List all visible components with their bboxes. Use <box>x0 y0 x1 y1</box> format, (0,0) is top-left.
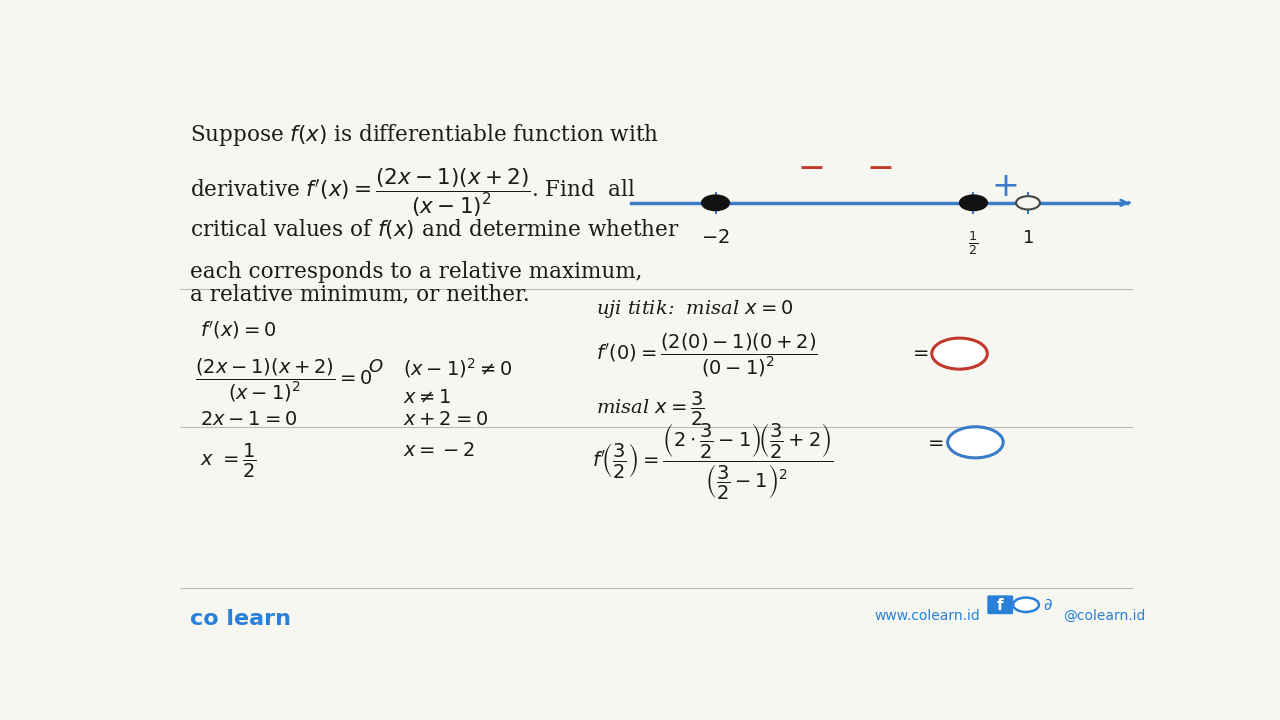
Text: co learn: co learn <box>189 608 291 629</box>
Text: $-$: $-$ <box>867 150 892 184</box>
Text: $O$: $O$ <box>369 358 384 376</box>
Circle shape <box>1016 196 1039 210</box>
Text: $\partial$: $\partial$ <box>1043 595 1052 613</box>
Text: $+$: $+$ <box>991 170 1018 203</box>
Text: $\circ$: $\circ$ <box>1023 600 1029 610</box>
Text: misal $x = \dfrac{3}{2}$: misal $x = \dfrac{3}{2}$ <box>596 390 705 428</box>
Circle shape <box>960 195 987 210</box>
Text: uji titik:  misal $x = 0$: uji titik: misal $x = 0$ <box>596 298 794 320</box>
Text: $-2$: $-2$ <box>701 230 730 248</box>
Text: $x \ = \dfrac{1}{2}$: $x \ = \dfrac{1}{2}$ <box>200 442 256 480</box>
Text: $=$: $=$ <box>909 343 929 361</box>
Text: each corresponds to a relative maximum,: each corresponds to a relative maximum, <box>189 261 643 283</box>
Text: a relative minimum, or neither.: a relative minimum, or neither. <box>189 283 530 305</box>
Text: $\dfrac{(2x-1)(x+2)}{(x-1)^2} = 0$: $\dfrac{(2x-1)(x+2)}{(x-1)^2} = 0$ <box>195 356 372 404</box>
Circle shape <box>932 338 987 369</box>
Text: $+$: $+$ <box>966 432 984 452</box>
FancyBboxPatch shape <box>987 595 1014 614</box>
Text: $(x-1)^2 \neq 0$: $(x-1)^2 \neq 0$ <box>403 356 512 380</box>
Text: $1$: $1$ <box>1023 230 1034 248</box>
Circle shape <box>947 427 1004 458</box>
Text: $x \neq 1$: $x \neq 1$ <box>403 389 452 407</box>
Text: @colearn.id: @colearn.id <box>1062 608 1146 623</box>
Text: $-$: $-$ <box>951 343 969 364</box>
Circle shape <box>701 195 730 210</box>
Text: derivative $f'(x) = \dfrac{(2x-1)(x+2)}{(x-1)^2}$. Find  all: derivative $f'(x) = \dfrac{(2x-1)(x+2)}{… <box>189 167 636 219</box>
Circle shape <box>1014 598 1039 612</box>
Text: $x = -2$: $x = -2$ <box>403 442 475 460</box>
Text: $f'(x) = 0$: $f'(x) = 0$ <box>200 319 276 341</box>
Text: $\mathbf{f}$: $\mathbf{f}$ <box>996 597 1005 613</box>
Text: $\frac{1}{2}$: $\frac{1}{2}$ <box>969 230 978 257</box>
Text: $=$: $=$ <box>924 433 945 451</box>
Text: $x + 2 = 0$: $x + 2 = 0$ <box>403 410 489 428</box>
Text: $f'(0) = \dfrac{(2(0)-1)(0+2)}{(0-1)^2}$: $f'(0) = \dfrac{(2(0)-1)(0+2)}{(0-1)^2}$ <box>596 331 818 379</box>
Text: $2x - 1 = 0$: $2x - 1 = 0$ <box>200 410 297 428</box>
Text: critical values of $f(x)$ and determine whether: critical values of $f(x)$ and determine … <box>189 217 680 240</box>
Text: Suppose $f(x)$ is differentiable function with: Suppose $f(x)$ is differentiable functio… <box>189 122 659 148</box>
Text: $-$: $-$ <box>796 150 823 184</box>
Text: www.colearn.id: www.colearn.id <box>874 608 980 623</box>
Text: $f'\!\left(\dfrac{3}{2}\right) = \dfrac{\left(2\cdot\dfrac{3}{2}-1\right)\!\left: $f'\!\left(\dfrac{3}{2}\right) = \dfrac{… <box>591 422 833 502</box>
